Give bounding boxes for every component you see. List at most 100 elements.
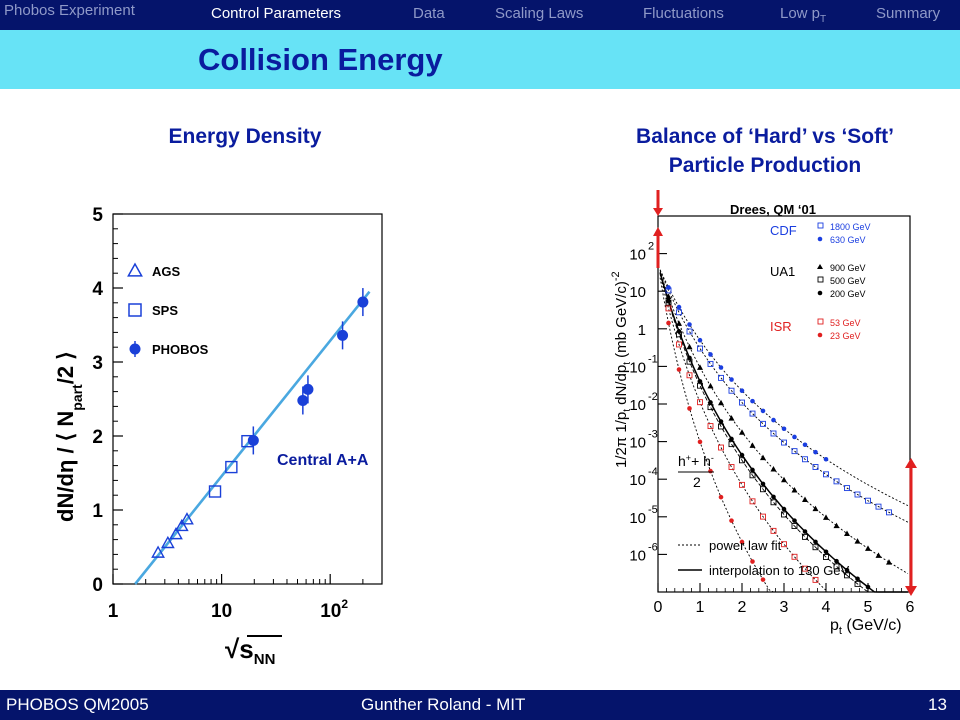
- y-tick-label: 10: [629, 359, 646, 376]
- spectrum-open-point: [686, 328, 693, 335]
- y-tick-label: 10: [629, 472, 646, 489]
- ags-point: [180, 512, 194, 525]
- y-tick-exponent: -1: [648, 353, 658, 365]
- spectrum-filled-point: [865, 584, 871, 590]
- ua1-900-point: [791, 486, 798, 493]
- x-tick-label: 10: [211, 601, 232, 622]
- ags-point: [174, 518, 189, 532]
- x-tick-label: 6: [906, 599, 915, 616]
- spectrum-open-point: [760, 486, 766, 493]
- spectrum-filled-point: [666, 285, 671, 290]
- formula-sup2: -: [711, 453, 714, 463]
- legend-entry: 53 GeV: [830, 318, 861, 328]
- spectrum-open-point: [770, 499, 777, 506]
- spectrum-filled-point: [718, 419, 724, 424]
- tab-low-pt-label: Low p: [780, 5, 821, 22]
- ua1-900-point: [686, 343, 693, 350]
- tab-data[interactable]: Data: [413, 5, 445, 22]
- spectrum-filled-point: [760, 481, 766, 487]
- spectrum-open-point: [886, 509, 892, 516]
- ua1-900-point: [875, 552, 882, 558]
- y-tick-label: 3: [92, 353, 103, 374]
- legend-entry: 900 GeV: [830, 263, 866, 273]
- ua1-900-point: [728, 415, 735, 421]
- spectrum-open-point: [760, 513, 766, 520]
- y-axis-label: 1/2π 1/pt dN/dpt (mb GeV/c)-2: [610, 271, 633, 468]
- x-axis-label: pt (GeV/c): [830, 617, 902, 637]
- y-tick-label: 10: [629, 247, 646, 264]
- y-tick-label: 4: [92, 279, 103, 300]
- ua1-900-point: [812, 505, 819, 512]
- x-label-sqrt: √: [225, 634, 240, 664]
- spectrum-filled-point: [760, 577, 766, 582]
- x-tick-label: 0: [654, 599, 663, 616]
- sps-point: [208, 485, 222, 498]
- spectrum-filled-point: [729, 436, 734, 442]
- legend-entry: 23 GeV: [830, 331, 861, 341]
- footer-author: Gunther Roland - MIT: [361, 695, 526, 714]
- y-label-sub1: t: [622, 409, 633, 412]
- y-tick-label: 1: [638, 322, 646, 339]
- legend-filled-marker: [817, 332, 823, 338]
- spectrum-open-point: [781, 541, 787, 548]
- spectrum-open-point: [676, 341, 682, 348]
- tab-low-pt[interactable]: Low pT: [780, 5, 826, 25]
- ua1-900-point: [886, 559, 892, 565]
- y-tick-exponent: 2: [648, 241, 654, 253]
- spectrum-open-point: [718, 374, 724, 381]
- title-bar: [0, 30, 960, 89]
- spectrum-filled-point: [676, 367, 682, 372]
- y-tick-label: 10: [629, 435, 646, 452]
- legend-powerlaw-label: power law fit: [709, 538, 782, 553]
- legend-phobos-marker: [129, 343, 141, 355]
- spectrum-open-point: [875, 503, 882, 510]
- spectrum-open-point: [770, 527, 777, 534]
- legend-group-label: CDF: [770, 223, 797, 238]
- spectrum-filled-point: [802, 529, 808, 534]
- spectrum-open-point: [844, 485, 850, 492]
- spectrum-open-point: [791, 523, 798, 529]
- spectrum-open-point: [781, 439, 787, 446]
- legend-entry: 1800 GeV: [830, 222, 871, 232]
- y-tick-label: 10: [629, 397, 646, 414]
- tab-fluctuations[interactable]: Fluctuations: [643, 5, 724, 22]
- formula-plus: + h: [691, 453, 711, 469]
- drees-reference: Drees, QM ‘01: [730, 202, 816, 217]
- spectrum-open-point: [812, 464, 819, 470]
- y-tick-label: 1: [92, 501, 103, 522]
- tab-control-parameters[interactable]: Control Parameters: [211, 5, 342, 22]
- tab-scaling-laws[interactable]: Scaling Laws: [495, 5, 584, 22]
- y-label-mid: dN/dp: [613, 365, 630, 409]
- ua1-900-point: [854, 538, 861, 544]
- ua1-900-point: [676, 320, 682, 326]
- spectrum-filled-point: [666, 320, 671, 326]
- spectrum-open-point: [728, 387, 735, 394]
- spectrum-open-point: [739, 481, 745, 488]
- legend-open-marker: [817, 318, 824, 325]
- x-tick-label: 1: [108, 601, 119, 622]
- right-heading: Balance of ‘Hard’ vs ‘Soft’ Particle Pro…: [585, 122, 945, 180]
- phobos-point: [297, 394, 309, 406]
- x-label-s: s: [239, 634, 253, 664]
- spectrum-open-point: [770, 430, 777, 437]
- x-tick-exponent: 2: [341, 597, 348, 611]
- tab-summary[interactable]: Summary: [876, 5, 941, 22]
- spectrum-filled-point: [750, 398, 755, 404]
- page-number: 13: [928, 695, 947, 714]
- spectrum-open-point: [854, 580, 861, 587]
- x-tick-label: 4: [822, 599, 831, 616]
- power-law-curve: [659, 274, 908, 593]
- y-label-c: /2 ⟩: [53, 351, 78, 384]
- power-law-curve: [659, 271, 909, 574]
- formula-denominator: 2: [693, 474, 701, 490]
- spectrum-open-point: [865, 497, 871, 504]
- top-nav-bar: Phobos Experiment Control Parameters Dat…: [0, 0, 960, 30]
- legend-sps-marker: [128, 303, 142, 317]
- spectrum-open-point: [749, 410, 756, 417]
- spectrum-filled-point: [697, 439, 703, 445]
- spectrum-open-point: [854, 491, 861, 498]
- plot-frame: [112, 213, 383, 585]
- x-tick-label: 102: [320, 597, 348, 622]
